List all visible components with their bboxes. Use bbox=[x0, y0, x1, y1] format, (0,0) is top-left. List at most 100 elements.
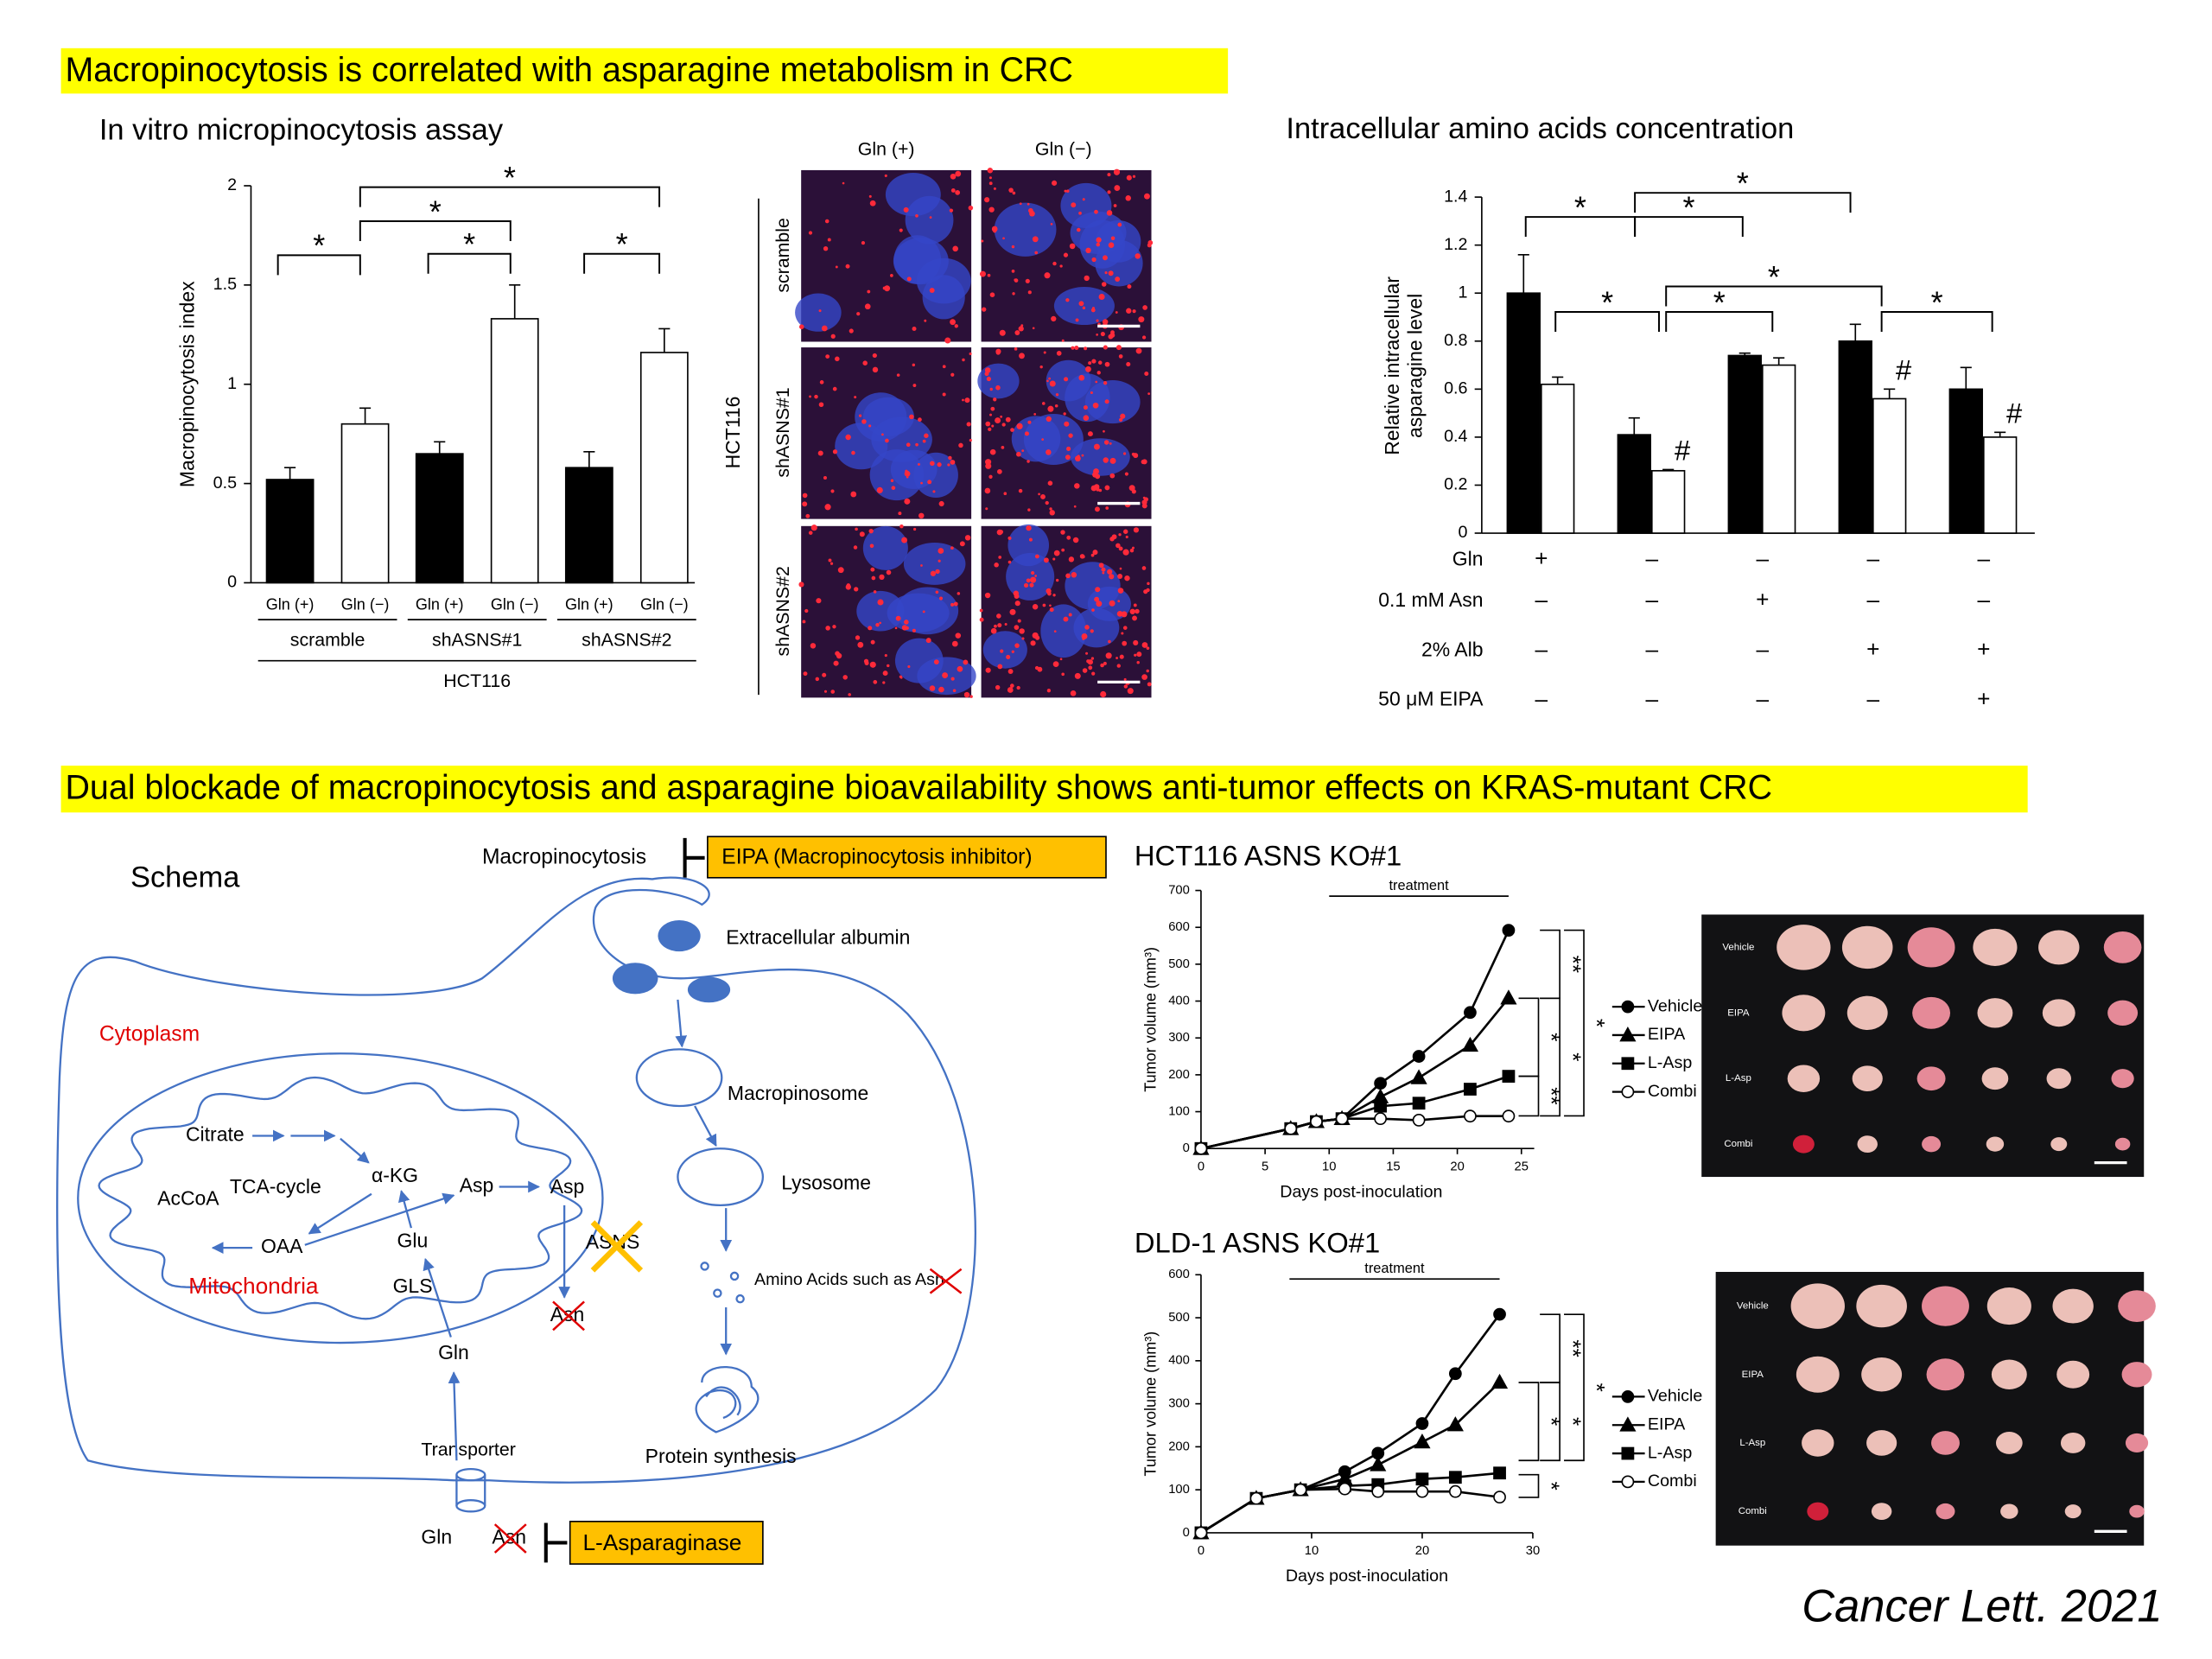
y-tick-label: 300 bbox=[1168, 1031, 1190, 1045]
vesicle bbox=[846, 583, 851, 588]
vesicle bbox=[871, 575, 876, 581]
column-label: Gln (−) bbox=[1035, 139, 1092, 160]
vesicle bbox=[1133, 603, 1137, 607]
y-tick-label: 300 bbox=[1168, 1397, 1190, 1411]
y-tick-label: 0.8 bbox=[1444, 331, 1467, 350]
vesicle bbox=[1121, 611, 1128, 618]
point bbox=[1415, 1472, 1429, 1486]
significance-label: * bbox=[1584, 1383, 1610, 1392]
vesicle bbox=[1029, 210, 1035, 217]
vesicle bbox=[1049, 380, 1056, 387]
vesicle bbox=[1023, 582, 1029, 588]
vesicle bbox=[1032, 236, 1039, 243]
vesicle bbox=[1105, 506, 1109, 510]
vesicle bbox=[851, 450, 855, 455]
vesicle bbox=[1011, 650, 1014, 653]
vesicle bbox=[1065, 573, 1071, 579]
significance-label: * bbox=[1560, 1417, 1586, 1426]
legend-marker bbox=[1621, 1446, 1635, 1460]
photo-row-label: EIPA bbox=[1727, 1007, 1750, 1018]
vesicle bbox=[984, 487, 991, 494]
x-tick-label: Gln (−) bbox=[341, 595, 390, 613]
bar bbox=[340, 423, 390, 584]
tumor bbox=[2050, 1137, 2068, 1152]
vesicle bbox=[1066, 535, 1071, 540]
vesicle bbox=[987, 273, 991, 277]
vesicle bbox=[935, 590, 939, 594]
row-label: shASNS#2 bbox=[772, 566, 793, 656]
tumor bbox=[2056, 1360, 2090, 1389]
vesicle bbox=[819, 380, 824, 385]
lysosome bbox=[677, 1147, 765, 1207]
vesicle bbox=[906, 475, 909, 479]
significance-label: * bbox=[1601, 284, 1613, 320]
vesicle bbox=[1012, 292, 1015, 296]
vesicle bbox=[1052, 661, 1059, 668]
tumor bbox=[1792, 1135, 1815, 1154]
vesicle bbox=[842, 675, 848, 680]
vesicle bbox=[925, 638, 931, 644]
significance-bracket bbox=[1540, 929, 1560, 1000]
vesicle bbox=[984, 367, 991, 373]
vesicle bbox=[1074, 345, 1079, 350]
inhibitor-box bbox=[707, 836, 1107, 879]
schema-label: Mitochondria bbox=[188, 1273, 319, 1299]
vesicle bbox=[1126, 361, 1131, 367]
vesicle bbox=[1083, 415, 1090, 421]
vesicle bbox=[1027, 420, 1032, 424]
vesicle bbox=[1117, 588, 1124, 594]
vesicle bbox=[1032, 327, 1035, 330]
significance-bracket bbox=[1634, 192, 1852, 213]
tumor bbox=[1991, 1359, 2027, 1389]
schema-label: L-Asparaginase bbox=[582, 1529, 741, 1555]
vesicle bbox=[809, 395, 811, 398]
vesicle bbox=[1085, 247, 1091, 254]
vesicle bbox=[979, 608, 983, 613]
vesicle bbox=[872, 366, 879, 373]
albumin bbox=[612, 963, 658, 995]
vesicle bbox=[1117, 222, 1122, 227]
vesicle bbox=[823, 690, 828, 693]
vesicle bbox=[963, 691, 970, 698]
vesicle bbox=[1059, 264, 1063, 268]
tumor bbox=[1787, 1065, 1821, 1092]
vesicle bbox=[849, 328, 854, 334]
vesicle bbox=[1071, 346, 1075, 350]
vesicle bbox=[1131, 546, 1135, 550]
vesicle bbox=[823, 246, 829, 251]
amino-acid bbox=[700, 1262, 709, 1271]
vesicle bbox=[1129, 548, 1135, 553]
vesicle bbox=[896, 373, 900, 377]
vesicle bbox=[1031, 571, 1035, 575]
vesicle bbox=[1122, 640, 1128, 646]
legend-label: Combi bbox=[1648, 1471, 1697, 1491]
vesicle bbox=[1117, 600, 1121, 603]
vesicle bbox=[877, 599, 884, 606]
vesicle bbox=[1051, 315, 1057, 322]
nucleus bbox=[1060, 182, 1112, 229]
error-bar bbox=[359, 407, 372, 424]
vesicle bbox=[1096, 601, 1103, 607]
vesicle bbox=[1127, 284, 1132, 289]
y-tick-label: 0 bbox=[1183, 1141, 1190, 1155]
vesicle bbox=[1141, 459, 1147, 465]
vesicle bbox=[1092, 550, 1098, 556]
vesicle bbox=[1061, 339, 1065, 342]
vesicle bbox=[1109, 473, 1116, 479]
vesicle bbox=[1135, 347, 1142, 354]
vesicle bbox=[1123, 677, 1127, 681]
nucleus bbox=[1065, 373, 1110, 423]
vesicle bbox=[1012, 191, 1016, 195]
tumor bbox=[1986, 1136, 2005, 1152]
point bbox=[1335, 1112, 1349, 1126]
photo-row-label: L-Asp bbox=[1739, 1438, 1765, 1448]
vesicle bbox=[825, 354, 830, 359]
vesicle bbox=[1105, 652, 1112, 659]
vesicle bbox=[985, 507, 988, 511]
vesicle bbox=[1132, 309, 1136, 314]
nucleus bbox=[916, 257, 971, 304]
vesicle bbox=[1027, 508, 1031, 512]
vesicle bbox=[1075, 318, 1079, 322]
y-axis-label: Macropinocytosis index bbox=[175, 281, 198, 487]
